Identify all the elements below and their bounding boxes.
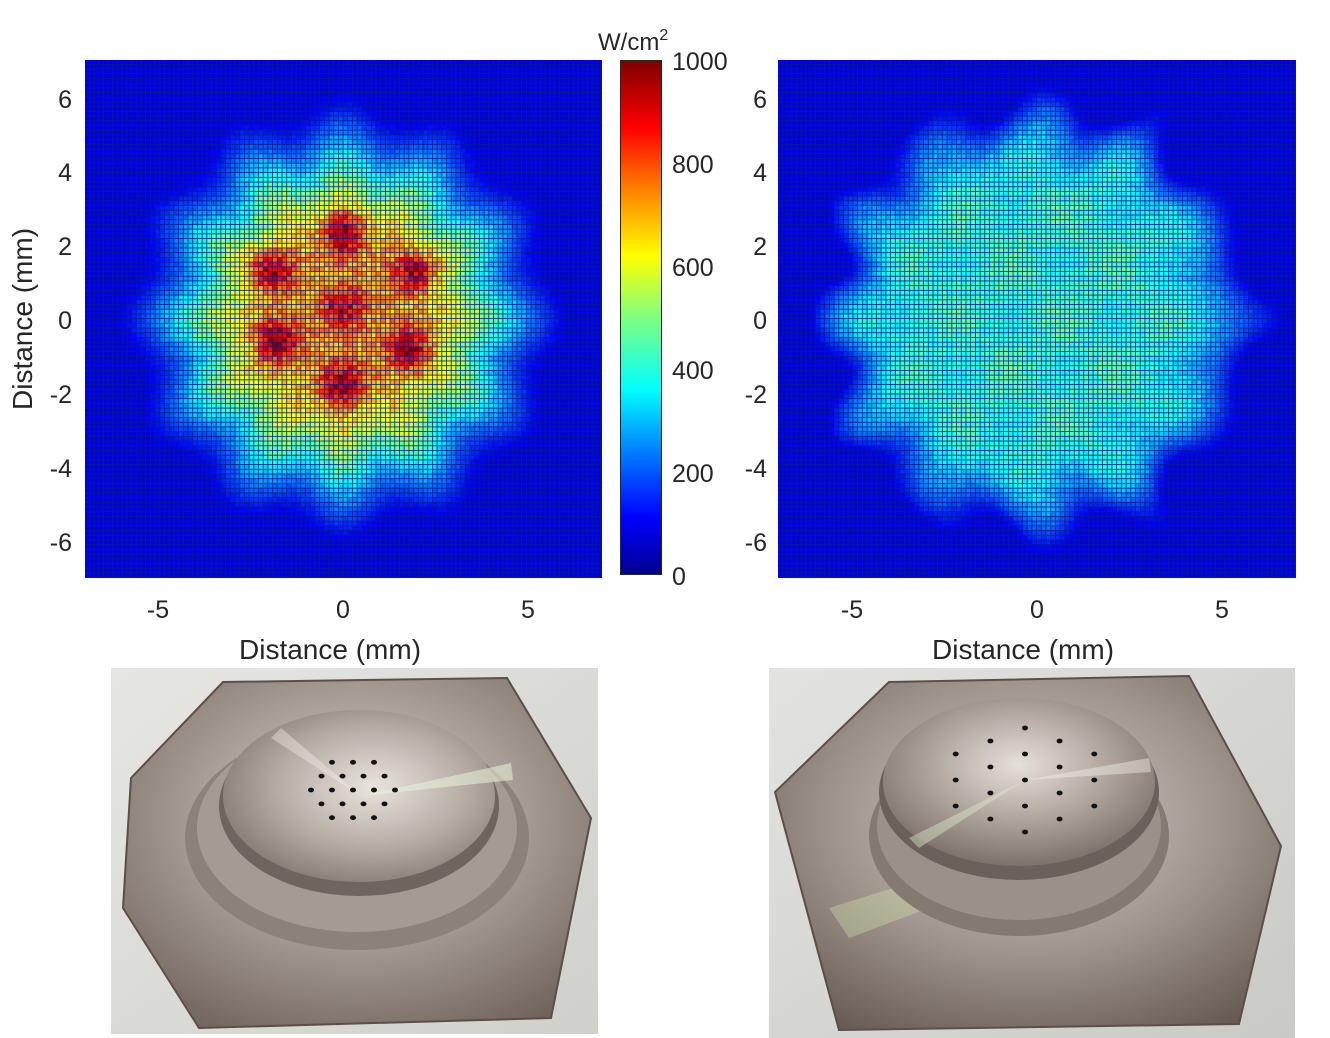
left-y-tick: 0 xyxy=(58,309,72,334)
colorbar-tick: 1000 xyxy=(672,50,728,75)
nozzle-hole xyxy=(1022,725,1028,731)
nozzle-hole xyxy=(1056,738,1063,744)
photo-nozzle-plate-right xyxy=(769,668,1295,1038)
colorbar-tick: 400 xyxy=(672,359,714,384)
nozzle-hole xyxy=(360,801,367,807)
nozzle-hole xyxy=(987,816,994,822)
left-y-tick: 6 xyxy=(58,88,72,113)
right-x-tick: 0 xyxy=(1030,598,1044,623)
nozzle-hole xyxy=(1022,751,1028,757)
nozzle-hole xyxy=(952,777,959,783)
left-x-tick: -5 xyxy=(147,598,169,623)
nozzle-hole xyxy=(360,773,367,779)
colorbar-unit-base: W/cm xyxy=(598,29,659,56)
heatmap-right xyxy=(778,60,1296,578)
nozzle-holes-right xyxy=(952,725,1098,835)
nozzle-plate-right-image xyxy=(769,668,1295,1038)
colorbar-unit-exp: 2 xyxy=(659,27,668,44)
right-y-tick: 4 xyxy=(753,161,767,186)
left-y-axis-title: Distance (mm) xyxy=(7,228,38,410)
left-x-tick: 0 xyxy=(336,598,350,623)
right-y-tick: -2 xyxy=(745,383,767,408)
left-x-tick: 5 xyxy=(521,598,535,623)
right-y-tick: 2 xyxy=(753,235,767,260)
nozzle-hole xyxy=(1056,764,1063,770)
nozzle-hole xyxy=(1091,751,1098,757)
heatmap-left xyxy=(85,60,602,578)
nozzle-hole xyxy=(350,787,356,793)
left-y-tick: -2 xyxy=(50,383,72,408)
nozzle-hole xyxy=(952,751,959,757)
right-y-tick: 6 xyxy=(753,88,767,113)
nozzle-hole xyxy=(1056,790,1063,796)
nozzle-hole xyxy=(1091,803,1098,809)
nozzle-hole xyxy=(318,773,325,779)
nozzle-plate-left-image xyxy=(111,668,598,1034)
nozzle-hole xyxy=(987,764,994,770)
nozzle-hole xyxy=(1056,816,1063,822)
nozzle-hole xyxy=(1022,777,1028,783)
heatmap-right-canvas xyxy=(778,60,1296,578)
left-y-tick: -6 xyxy=(50,531,72,556)
nozzle-hole xyxy=(381,773,388,779)
left-x-axis-title: Distance (mm) xyxy=(239,636,421,664)
colorbar-tick: 800 xyxy=(672,153,714,178)
colorbar-tick: 200 xyxy=(672,462,714,487)
colorbar-unit: W/cm2 xyxy=(598,24,668,55)
nozzle-hole xyxy=(350,815,356,821)
nozzle-hole xyxy=(1022,829,1028,835)
nozzle-hole xyxy=(371,787,377,793)
left-y-tick: -4 xyxy=(50,457,72,482)
nozzle-hole xyxy=(952,803,959,809)
nozzle-hole xyxy=(1022,803,1028,809)
nozzle-hole xyxy=(1091,777,1098,783)
right-x-tick: -5 xyxy=(841,598,863,623)
colorbar-tick: 600 xyxy=(672,256,714,281)
nozzle-hole xyxy=(987,738,994,744)
right-y-tick: 0 xyxy=(753,309,767,334)
heatmap-left-canvas xyxy=(85,60,602,578)
nozzle-hole xyxy=(350,759,356,765)
nozzle-hole xyxy=(392,787,398,793)
nozzle-hole xyxy=(339,773,346,779)
nozzle-hole xyxy=(381,801,388,807)
left-y-tick: 2 xyxy=(58,235,72,260)
nozzle-hole xyxy=(371,815,377,821)
right-x-tick: 5 xyxy=(1215,598,1229,623)
nozzle-hole xyxy=(318,801,325,807)
colorbar-tick: 0 xyxy=(672,565,686,590)
nozzle-hole xyxy=(339,801,346,807)
nozzle-hole xyxy=(987,790,994,796)
nozzle-hole xyxy=(308,787,314,793)
right-y-tick: -4 xyxy=(745,457,767,482)
nozzle-hole xyxy=(329,759,335,765)
nozzle-hole xyxy=(371,759,377,765)
nozzle-hole xyxy=(329,815,335,821)
nozzle-holes-left xyxy=(308,759,398,821)
right-x-axis-title: Distance (mm) xyxy=(932,636,1114,664)
colorbar xyxy=(620,60,662,575)
photo-nozzle-plate-left xyxy=(111,668,598,1034)
right-y-tick: -6 xyxy=(745,531,767,556)
nozzle-hole xyxy=(329,787,335,793)
left-y-tick: 4 xyxy=(58,161,72,186)
